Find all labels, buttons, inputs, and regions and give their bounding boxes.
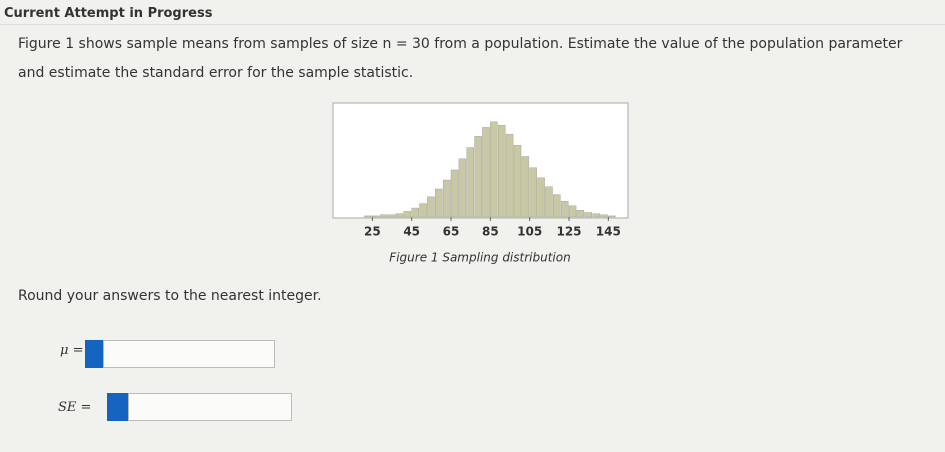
bar (427, 196, 435, 218)
bar (490, 121, 498, 218)
question-text: Figure 1 shows sample means from samples… (18, 36, 903, 81)
x-tick-label: 85 (482, 225, 499, 239)
bar (442, 179, 451, 218)
answer-label: μ = (60, 343, 84, 358)
bar (568, 205, 577, 218)
info-icon[interactable] (85, 340, 103, 368)
answer-input[interactable] (128, 393, 292, 421)
x-tick-label: 125 (556, 225, 581, 239)
chart-caption: Figure 1 Sampling distribution (389, 251, 570, 265)
instructions: Round your answers to the nearest intege… (18, 288, 322, 304)
x-tick-label: 145 (596, 225, 621, 239)
answer-input[interactable] (103, 340, 275, 368)
bar (403, 211, 412, 218)
bar (600, 214, 608, 218)
bar (482, 127, 490, 218)
bar (545, 186, 553, 218)
bar (450, 169, 459, 218)
bar (387, 214, 396, 218)
bar (608, 215, 616, 218)
bar (466, 147, 475, 218)
bar (497, 124, 506, 218)
bar (411, 207, 419, 218)
x-tick-label: 65 (443, 225, 460, 239)
bar (553, 194, 561, 218)
bar (505, 133, 514, 218)
x-tick-label: 105 (517, 225, 542, 239)
bar (395, 213, 404, 218)
page-title: Current Attempt in Progress (4, 6, 213, 21)
x-tick-label: 45 (403, 225, 420, 239)
bar (435, 188, 443, 218)
bar (592, 213, 600, 218)
bar (513, 145, 522, 218)
info-icon[interactable] (107, 393, 128, 421)
bar (521, 156, 530, 218)
bar (576, 210, 585, 218)
bar (584, 212, 593, 218)
chart: Figure 1 Sampling distribution 25 45 65 85 1… (332, 102, 629, 265)
bar (419, 203, 427, 218)
bar (529, 167, 537, 218)
bar (364, 215, 372, 218)
bar (458, 158, 467, 218)
bar (372, 215, 380, 218)
bar (474, 136, 482, 218)
divider (0, 24, 945, 25)
bar (380, 214, 388, 218)
bar (537, 177, 545, 218)
bar (560, 201, 569, 218)
answer-label: SE = (58, 400, 92, 415)
x-tick-label: 25 (364, 225, 381, 239)
